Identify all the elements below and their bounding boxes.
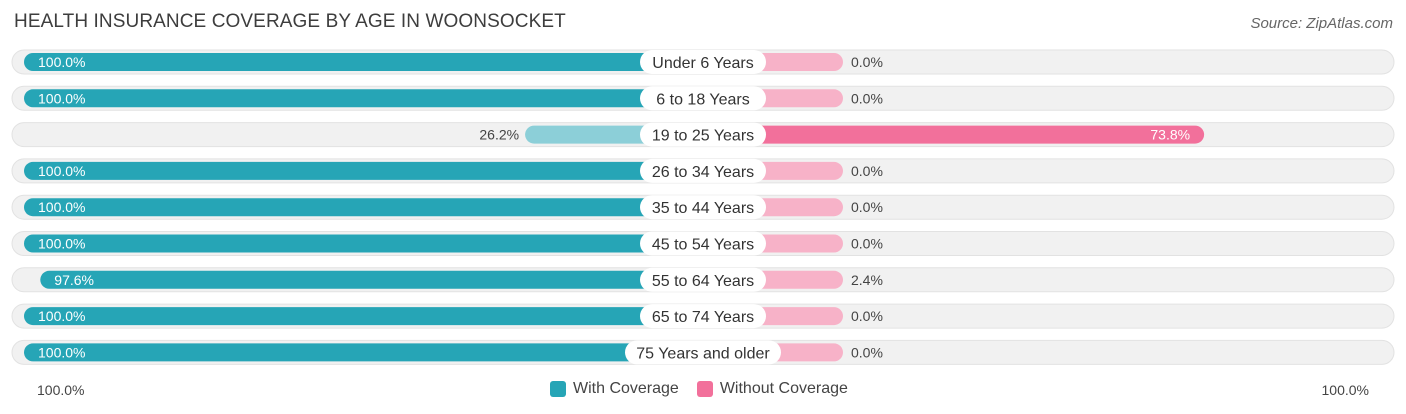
value-label-without-coverage: 2.4%	[851, 272, 883, 288]
category-label: 75 Years and older	[636, 345, 770, 362]
category-label-pill	[640, 304, 766, 329]
value-label-without-coverage: 0.0%	[851, 344, 883, 360]
value-label-without-coverage: 0.0%	[851, 54, 883, 70]
category-label-pill	[640, 50, 766, 74]
category-label: 35 to 44 Years	[652, 200, 754, 217]
legend: With Coverage Without Coverage	[550, 380, 866, 398]
bar-with-coverage	[24, 53, 703, 71]
category-label-pill	[625, 340, 781, 365]
value-label-with-coverage: 26.2%	[479, 127, 519, 143]
legend-label-without-coverage: Without Coverage	[719, 380, 848, 397]
source-label: Source: ZipAtlas.com	[1250, 15, 1393, 32]
value-label-without-coverage: 73.8%	[1150, 127, 1190, 143]
value-label-without-coverage: 0.0%	[851, 90, 883, 106]
value-label-with-coverage: 100.0%	[38, 199, 85, 215]
bar-with-coverage	[40, 270, 703, 289]
category-label-pill	[640, 86, 766, 111]
value-label-with-coverage: 100.0%	[38, 90, 85, 106]
category-label: 65 to 74 Years	[652, 309, 754, 326]
bar-without-coverage	[703, 125, 1205, 144]
category-label-pill	[640, 195, 766, 220]
bar-with-coverage	[24, 307, 703, 326]
category-label: 26 to 34 Years	[652, 164, 754, 181]
bar-with-coverage	[24, 198, 703, 217]
value-label-with-coverage: 97.6%	[54, 272, 94, 288]
value-label-without-coverage: 0.0%	[851, 308, 883, 324]
value-label-with-coverage: 100.0%	[38, 308, 85, 324]
value-label-with-coverage: 100.0%	[38, 54, 85, 70]
legend-item-with-coverage: With Coverage	[550, 380, 679, 398]
category-label: 45 to 54 Years	[652, 237, 754, 254]
category-label: 19 to 25 Years	[652, 128, 754, 145]
category-label-pill	[640, 122, 766, 147]
category-label-pill	[640, 267, 766, 292]
legend-swatch-without-coverage	[696, 381, 713, 397]
legend-swatch-with-coverage	[550, 381, 566, 397]
legend-label-with-coverage: With Coverage	[573, 380, 679, 397]
bar-with-coverage	[24, 161, 703, 180]
axis-left-label: 100.0%	[37, 382, 85, 398]
value-label-with-coverage: 100.0%	[38, 344, 85, 360]
value-label-without-coverage: 0.0%	[851, 199, 883, 215]
value-label-without-coverage: 0.0%	[851, 163, 883, 179]
category-label-pill	[640, 231, 766, 256]
value-label-with-coverage: 100.0%	[38, 163, 85, 179]
value-label-with-coverage: 100.0%	[38, 236, 85, 252]
chart-title: HEALTH INSURANCE COVERAGE BY AGE IN WOON…	[14, 11, 566, 32]
axis-right-label: 100.0%	[1321, 382, 1369, 398]
category-label: 55 to 64 Years	[652, 273, 754, 290]
coverage-chart: 100.0% 0.0% Under 6 Years 100.0% 0.0% 6 to 18…	[11, 49, 1395, 365]
category-label: 6 to 18 Years	[656, 91, 749, 108]
value-label-without-coverage: 0.0%	[851, 236, 883, 252]
category-label: Under 6 Years	[652, 55, 753, 72]
legend-item-without-coverage: Without Coverage	[696, 380, 848, 398]
category-label-pill	[640, 158, 766, 183]
bar-with-coverage	[24, 343, 703, 362]
bar-with-coverage	[24, 89, 703, 108]
bar-with-coverage	[24, 234, 703, 253]
